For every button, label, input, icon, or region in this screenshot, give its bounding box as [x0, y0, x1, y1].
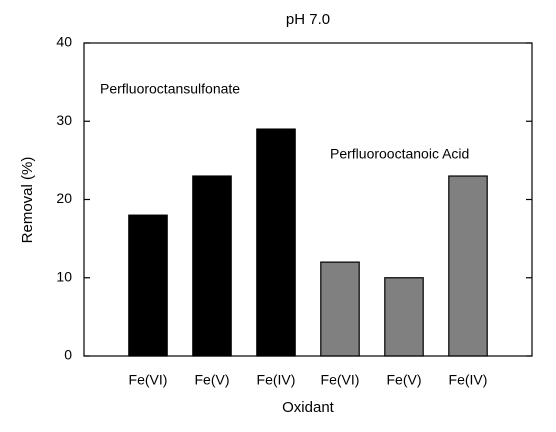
x-tick-label: Fe(IV): [257, 372, 296, 388]
x-tick-label: Fe(V): [195, 372, 230, 388]
x-tick-label: Fe(VI): [321, 372, 360, 388]
x-tick-label: Fe(V): [387, 372, 422, 388]
x-tick-label: Fe(VI): [129, 372, 168, 388]
bar: [448, 175, 488, 357]
bar: [256, 128, 296, 357]
y-tick-label: 40: [56, 34, 72, 50]
y-tick-label: 0: [64, 347, 72, 363]
bar: [384, 277, 424, 357]
y-tick-label: 10: [56, 268, 72, 284]
y-tick-label: 20: [56, 190, 72, 206]
bar: [128, 214, 168, 357]
annotation: Perfluorooctanoic Acid: [330, 146, 469, 162]
bar: [320, 261, 360, 357]
y-tick-label: 30: [56, 112, 72, 128]
y-axis-label: Removal (%): [19, 157, 36, 244]
chart-title: pH 7.0: [286, 11, 330, 28]
x-tick-label: Fe(IV): [449, 372, 488, 388]
annotation: Perfluoroctansulfonate: [100, 81, 240, 97]
x-axis-label: Oxidant: [282, 399, 335, 416]
bar: [192, 175, 232, 357]
